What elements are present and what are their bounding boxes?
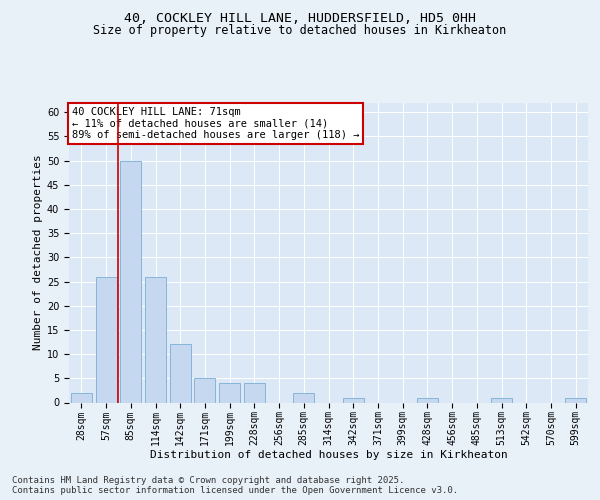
- Bar: [120, 160, 141, 402]
- Bar: [343, 398, 364, 402]
- Bar: [417, 398, 438, 402]
- Bar: [71, 393, 92, 402]
- Bar: [244, 383, 265, 402]
- Bar: [491, 398, 512, 402]
- Bar: [565, 398, 586, 402]
- Bar: [293, 393, 314, 402]
- Text: Size of property relative to detached houses in Kirkheaton: Size of property relative to detached ho…: [94, 24, 506, 37]
- Bar: [219, 383, 240, 402]
- Text: 40, COCKLEY HILL LANE, HUDDERSFIELD, HD5 0HH: 40, COCKLEY HILL LANE, HUDDERSFIELD, HD5…: [124, 12, 476, 26]
- Bar: [194, 378, 215, 402]
- Bar: [145, 276, 166, 402]
- Bar: [170, 344, 191, 403]
- Y-axis label: Number of detached properties: Number of detached properties: [32, 154, 43, 350]
- X-axis label: Distribution of detached houses by size in Kirkheaton: Distribution of detached houses by size …: [149, 450, 508, 460]
- Text: Contains HM Land Registry data © Crown copyright and database right 2025.
Contai: Contains HM Land Registry data © Crown c…: [12, 476, 458, 495]
- Text: 40 COCKLEY HILL LANE: 71sqm
← 11% of detached houses are smaller (14)
89% of sem: 40 COCKLEY HILL LANE: 71sqm ← 11% of det…: [71, 107, 359, 140]
- Bar: [95, 276, 116, 402]
